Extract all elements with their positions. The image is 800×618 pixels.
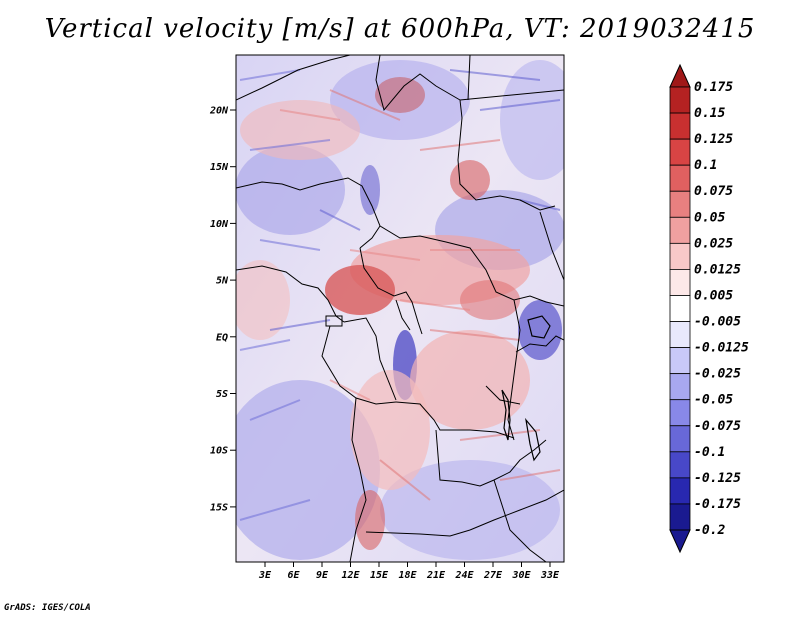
plot-frame [235,54,565,563]
lon-tick-label: 21E [426,570,446,581]
colorbar-label: -0.05 [694,393,733,408]
lat-tick-label: 15N [210,162,229,173]
colorbar-label: 0.075 [694,184,733,199]
lon-tick-label: 27E [483,570,503,581]
lon-tick-label: 9E [316,570,329,581]
colorbar-label: 0.0125 [694,262,741,277]
lat-tick-label: 10S [210,446,228,457]
lon-tick-label: 33E [540,570,560,581]
colorbar-segment [669,321,691,348]
colorbar-label: -0.2 [694,523,725,538]
grads-credit: GrADS: IGES/COLA [4,603,91,613]
colorbar-label: -0.175 [694,497,741,512]
longitude-axis: 3E 6E 9E 12E 15E 18E 21E 24E 27E 30E 33E [258,562,560,581]
vertical-velocity-field [236,55,564,562]
colorbar-segment [669,477,691,505]
lat-tick-label: 15S [210,502,228,513]
colorbar-label: -0.075 [694,419,741,434]
lakes [501,315,551,462]
country-borders [236,55,564,562]
colorbar-label: -0.025 [694,367,741,382]
colorbar-label: -0.005 [694,315,741,330]
colorbar-segment [669,295,691,322]
colorbar-label: 0.1 [694,158,717,173]
lat-tick-label: 20N [209,106,229,117]
colorbar-label: 0.005 [694,288,733,303]
lat-tick-label: 5S [216,389,228,400]
colorbar-label: 0.05 [694,210,725,225]
colorbar-max-arrow [669,63,691,88]
lon-tick-label: 3E [258,570,272,581]
colorbar-min-arrow [669,529,691,554]
colorbar-label: 0.15 [694,106,725,121]
colorbar-label: -0.125 [694,471,741,486]
colorbar: 0.175 0.15 0.125 0.1 0.075 0.05 0.025 0.0125 0.0… [669,63,749,554]
colorbar-segment [669,190,691,218]
colorbar-segment [669,164,691,192]
chart-title: Vertical velocity [m/s] at 600hPa, VT: 2… [44,14,756,44]
colorbar-label: 0.175 [694,80,733,95]
colorbar-segment [669,112,691,140]
lat-tick-label: 10N [210,219,229,230]
lon-tick-label: 6E [287,570,300,581]
colorbar-label: -0.1 [694,445,725,460]
colorbar-segment [669,373,691,401]
colorbar-label: -0.0125 [694,341,749,356]
lon-tick-label: 15E [370,570,389,581]
lat-tick-label: EQ [216,332,228,343]
colorbar-segment [669,86,691,114]
lon-tick-label: 18E [398,570,417,581]
colorbar-segment [669,138,691,166]
colorbar-label: 0.025 [694,236,733,251]
colorbar-segment [669,503,691,531]
colorbar-segment [669,216,691,244]
latitude-axis: 20N 15N 10N 5N EQ 5S 10S 15S [209,106,236,513]
colorbar-segment [669,347,691,375]
colorbar-segment [669,399,691,427]
lon-tick-label: 12E [341,570,360,581]
lon-tick-label: 30E [511,570,531,581]
colorbar-label: 0.125 [694,132,733,147]
lat-tick-label: 5N [216,276,229,287]
lon-tick-label: 24E [454,570,474,581]
colorbar-segment [669,451,691,479]
colorbar-segment [669,425,691,453]
colorbar-segment [669,269,691,296]
colorbar-segment [669,242,691,270]
